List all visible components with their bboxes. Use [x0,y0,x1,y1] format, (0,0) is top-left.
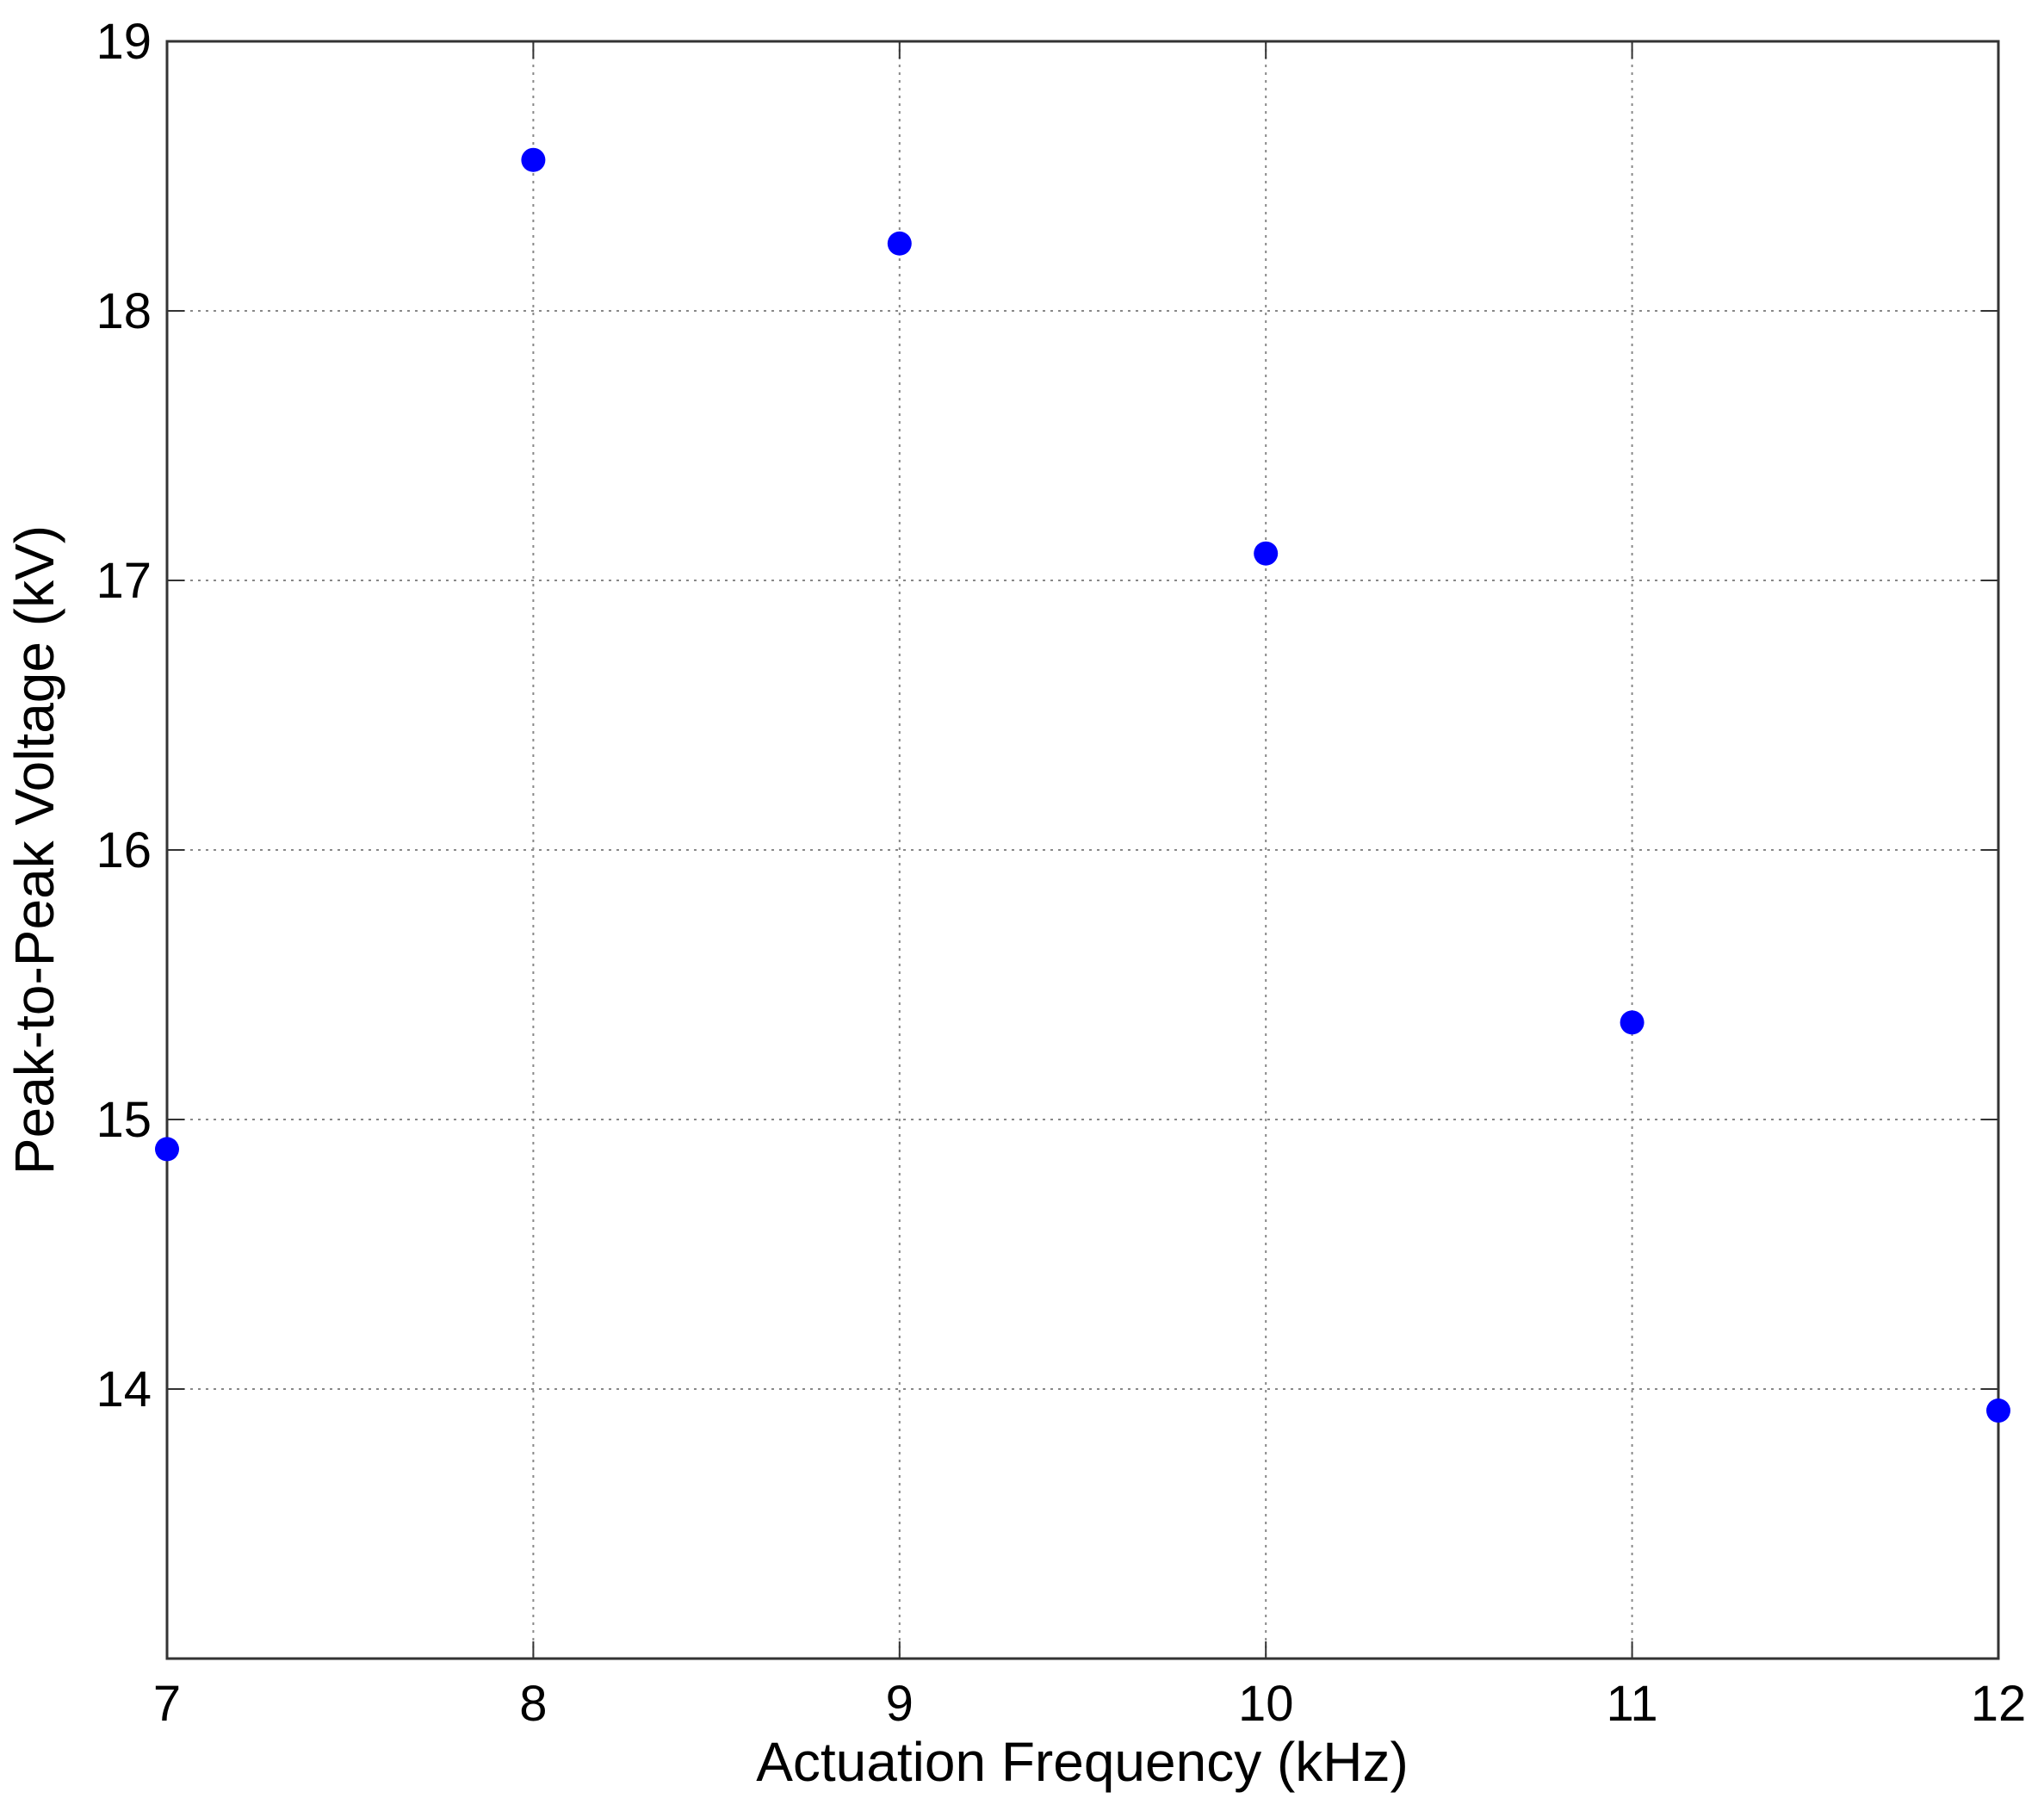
point [1254,541,1279,566]
y-tick-label: 15 [96,1092,152,1148]
x-tick-label: 9 [886,1676,914,1732]
plot-frame [165,40,2000,1660]
point [521,147,546,172]
x-tick-label: 8 [519,1676,547,1732]
y-axis-label: Peak-to-Peak Voltage (kV) [3,525,65,1175]
point [1620,1010,1644,1035]
y-tick-label: 17 [96,553,152,609]
x-axis-label: Actuation Frequency (kHz) [756,1731,1409,1793]
point [155,1137,179,1162]
y-tick-label: 16 [96,822,152,878]
y-tick-label: 14 [96,1361,152,1417]
point [1986,1399,2010,1423]
x-tick-label: 12 [1971,1676,2027,1732]
y-tick-label: 18 [96,283,152,339]
x-tick-label: 7 [153,1676,181,1732]
x-tick-label: 11 [1606,1676,1657,1732]
y-tick-label: 19 [96,14,152,70]
x-tick-label: 10 [1238,1676,1294,1732]
point [887,231,912,256]
